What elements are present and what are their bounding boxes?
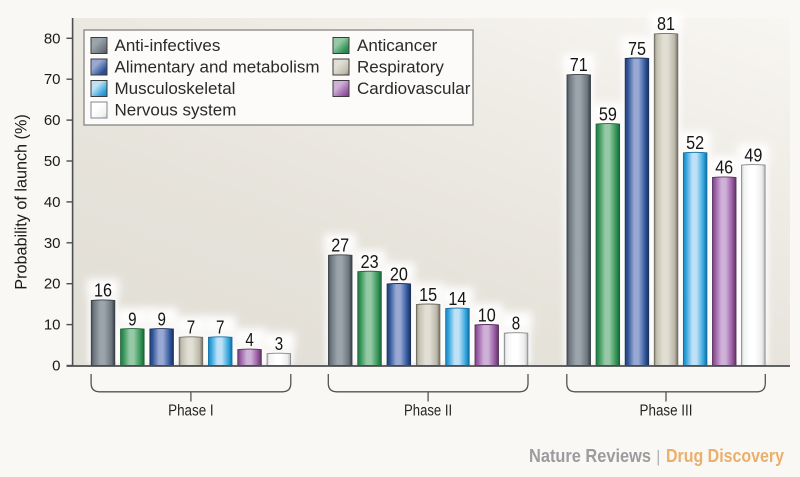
svg-text:27: 27: [331, 236, 349, 256]
svg-text:8: 8: [512, 314, 520, 334]
svg-text:|: |: [656, 447, 660, 466]
svg-text:7: 7: [216, 318, 224, 338]
svg-text:9: 9: [128, 309, 136, 329]
svg-text:0: 0: [52, 358, 60, 375]
svg-text:60: 60: [44, 112, 61, 129]
svg-text:10: 10: [44, 317, 61, 334]
svg-text:Cardiovascular: Cardiovascular: [357, 79, 471, 98]
svg-text:Anti-infectives: Anti-infectives: [115, 36, 221, 55]
svg-text:Probability of launch (%): Probability of launch (%): [13, 114, 31, 289]
svg-text:Respiratory: Respiratory: [357, 58, 444, 77]
svg-text:Musculoskeletal: Musculoskeletal: [115, 79, 236, 98]
svg-text:Nervous system: Nervous system: [115, 101, 237, 120]
svg-text:80: 80: [44, 30, 61, 47]
svg-text:15: 15: [419, 285, 437, 305]
svg-text:Phase III: Phase III: [640, 403, 693, 420]
svg-text:71: 71: [570, 55, 588, 75]
svg-text:Nature Reviews: Nature Reviews: [529, 446, 651, 466]
svg-text:14: 14: [448, 289, 466, 309]
svg-text:Anticancer: Anticancer: [357, 36, 438, 55]
svg-text:46: 46: [715, 158, 733, 178]
svg-text:Phase I: Phase I: [168, 403, 214, 420]
svg-text:10: 10: [478, 305, 496, 325]
svg-text:Drug Discovery: Drug Discovery: [666, 446, 784, 466]
svg-text:40: 40: [44, 194, 61, 211]
svg-text:7: 7: [187, 318, 195, 338]
svg-text:59: 59: [599, 104, 617, 124]
svg-text:23: 23: [361, 252, 379, 272]
svg-text:4: 4: [245, 330, 253, 350]
svg-text:81: 81: [657, 14, 675, 34]
svg-text:52: 52: [686, 133, 704, 153]
svg-text:30: 30: [44, 235, 61, 252]
svg-text:9: 9: [158, 309, 166, 329]
svg-text:20: 20: [44, 276, 61, 293]
svg-text:50: 50: [44, 153, 61, 170]
svg-text:20: 20: [390, 264, 408, 284]
svg-text:70: 70: [44, 71, 61, 88]
svg-text:Phase II: Phase II: [404, 403, 452, 420]
svg-text:Alimentary and metabolism: Alimentary and metabolism: [115, 58, 320, 77]
svg-text:16: 16: [94, 281, 112, 301]
svg-text:3: 3: [275, 334, 283, 354]
svg-text:75: 75: [628, 39, 646, 59]
svg-text:49: 49: [744, 145, 762, 165]
